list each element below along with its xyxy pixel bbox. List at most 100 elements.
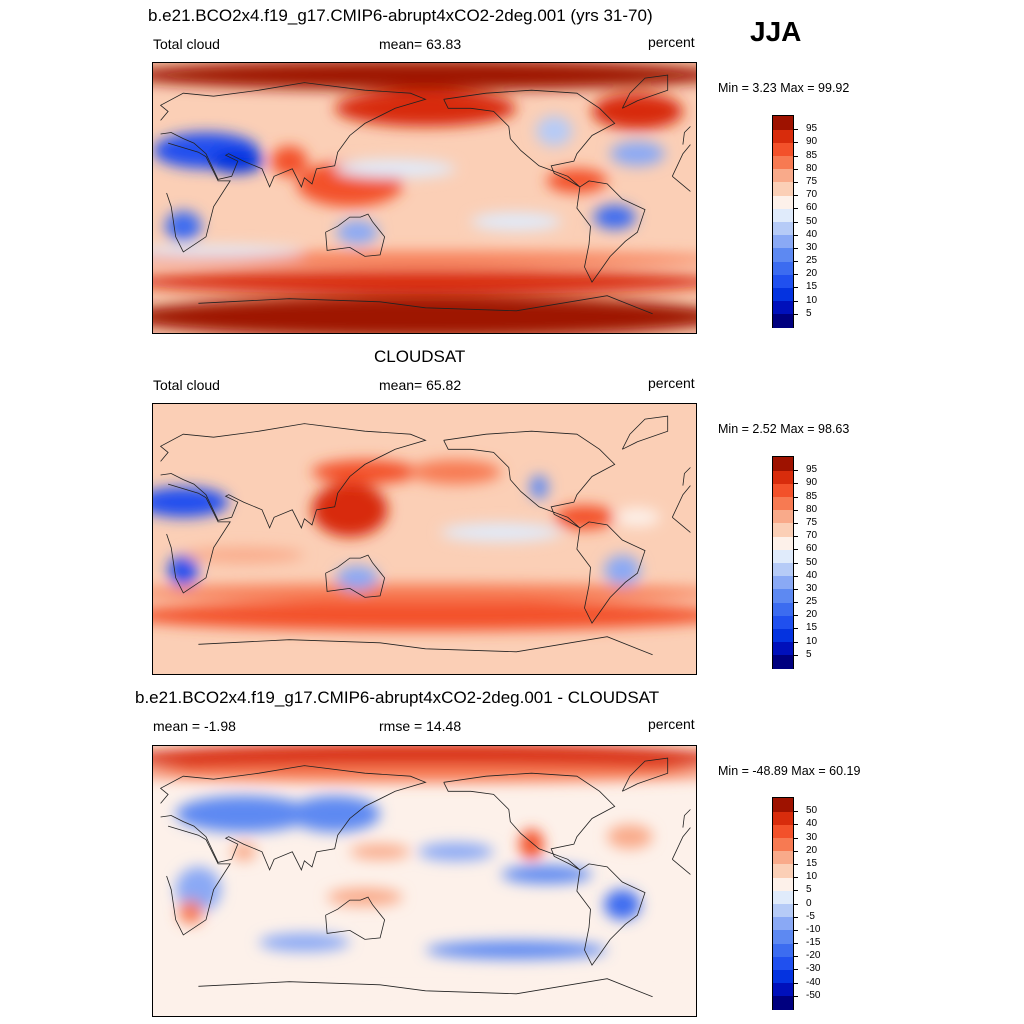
colorbar-swatch xyxy=(773,181,793,196)
colorbar-tick-label: 90 xyxy=(806,136,818,148)
colorbar-tick-label: -50 xyxy=(806,989,821,1001)
panel-3-mean-label: mean = -1.98 xyxy=(153,718,236,734)
map-field-region xyxy=(592,93,683,130)
colorbar-tick-label: 50 xyxy=(806,805,818,817)
colorbar-swatch xyxy=(773,824,793,839)
colorbar-tick xyxy=(793,496,798,498)
map-field-region xyxy=(334,159,456,178)
colorbar-tick xyxy=(793,549,798,551)
colorbar-tick xyxy=(793,969,798,971)
map-field-region xyxy=(175,795,312,833)
map-field-region xyxy=(334,90,517,127)
map-field-region xyxy=(614,508,661,527)
colorbar-tick xyxy=(793,234,798,236)
colorbar-tick xyxy=(793,522,798,524)
colorbar-swatch xyxy=(773,168,793,183)
colorbar-swatch xyxy=(773,969,793,984)
coastline xyxy=(198,978,653,998)
colorbar-swatch xyxy=(773,234,793,249)
map-field-region xyxy=(327,888,403,907)
colorbar-tick xyxy=(793,168,798,170)
colorbar-tick-label: 20 xyxy=(806,844,818,856)
colorbar-swatch xyxy=(773,300,793,315)
colorbar-tick xyxy=(793,890,798,892)
panel-2-colorbar: 5 10 15 20 25 30 40 50 60 70 75 80 85 90 95 xyxy=(772,456,817,669)
map-field-region xyxy=(336,220,379,245)
map-field-region xyxy=(165,211,202,242)
colorbar-tick xyxy=(793,654,798,656)
colorbar-swatch xyxy=(773,483,793,498)
colorbar-tick-label: 15 xyxy=(806,857,818,869)
map-field-region xyxy=(349,844,411,860)
colorbar-tick xyxy=(793,588,798,590)
map-field-region xyxy=(153,245,305,258)
colorbar-swatch xyxy=(773,929,793,944)
colorbar-tick-label: 30 xyxy=(806,582,818,594)
colorbar-tick-label: 75 xyxy=(806,175,818,187)
colorbar-tick-label: 30 xyxy=(806,241,818,253)
colorbar-tick xyxy=(793,483,798,485)
map-field-region xyxy=(529,475,549,500)
map-field xyxy=(153,63,696,333)
map-field-region xyxy=(410,459,502,485)
map-field-region xyxy=(153,600,696,631)
colorbar-tick xyxy=(793,903,798,905)
colorbar-tick xyxy=(793,995,798,997)
panel-2-minmax: Min = 2.52 Max = 98.63 xyxy=(718,422,850,436)
colorbar-tick-label: 5 xyxy=(806,884,812,896)
colorbar-tick xyxy=(793,155,798,157)
colorbar-tick-label: -5 xyxy=(806,910,815,922)
colorbar-tick xyxy=(793,562,798,564)
map-field-region xyxy=(209,149,264,174)
colorbar-tick-label: 70 xyxy=(806,189,818,201)
coastline xyxy=(159,765,691,871)
colorbar-swatch xyxy=(773,496,793,511)
colorbar-tick xyxy=(793,850,798,852)
panel-3-title: b.e21.BCO2x4.f19_g17.CMIP6-abrupt4xCO2-2… xyxy=(135,688,660,707)
colorbar-tick xyxy=(793,877,798,879)
map-field-region xyxy=(311,459,418,485)
colorbar-tick xyxy=(793,181,798,183)
colorbar-tick xyxy=(793,943,798,945)
colorbar-tick xyxy=(793,982,798,984)
coastline xyxy=(159,423,691,529)
colorbar-tick-label: -15 xyxy=(806,937,821,949)
map-field-region xyxy=(231,842,256,861)
panel-2-mean-label: mean= 65.82 xyxy=(379,377,462,393)
map-field-region xyxy=(470,212,562,231)
map-field-region xyxy=(546,168,608,193)
colorbar-tick xyxy=(793,300,798,302)
colorbar-tick xyxy=(793,824,798,826)
map-background xyxy=(153,746,696,1016)
colorbar-tick xyxy=(793,575,798,577)
map-field-region xyxy=(604,555,641,586)
colorbar-tick-label: 15 xyxy=(806,622,818,634)
colorbar-tick-label: 10 xyxy=(806,294,818,306)
colorbar-tick xyxy=(793,287,798,289)
map-field-region xyxy=(417,842,494,861)
colorbar-tick xyxy=(793,811,798,813)
colorbar-tick-label: 20 xyxy=(806,609,818,621)
panel-2-variable-label: Total cloud xyxy=(153,377,220,393)
panel-1-mean-label: mean= 63.83 xyxy=(379,36,462,52)
colorbar-swatch xyxy=(773,995,793,1010)
map-field-region xyxy=(311,482,388,537)
map-field xyxy=(153,746,696,1016)
colorbar-tick-label: 20 xyxy=(806,268,818,280)
coastline xyxy=(576,863,646,966)
colorbar-tick-label: 90 xyxy=(806,477,818,489)
colorbar-swatch xyxy=(773,142,793,157)
map-field-region xyxy=(183,547,305,563)
colorbar-swatch xyxy=(773,195,793,209)
colorbar-swatch xyxy=(773,116,793,130)
colorbar-tick-label: 50 xyxy=(806,556,818,568)
map-field-region xyxy=(536,115,573,147)
coastline xyxy=(443,772,616,871)
panel-3-map xyxy=(152,745,697,1017)
colorbar-tick xyxy=(793,863,798,865)
colorbar-swatch xyxy=(773,877,793,891)
coastline xyxy=(325,213,386,257)
colorbar-swatch xyxy=(773,562,793,577)
map-field-region xyxy=(153,764,696,783)
colorbar-swatch xyxy=(773,654,793,669)
